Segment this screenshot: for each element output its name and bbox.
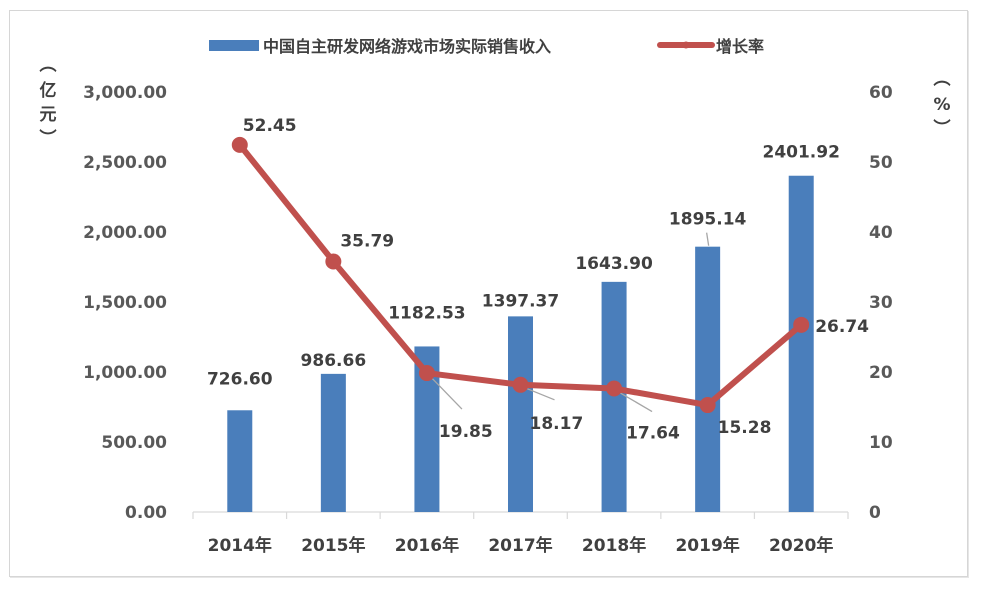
left-unit-char: 亿 bbox=[40, 80, 57, 101]
right-tick-label: 20 bbox=[869, 363, 893, 383]
growth-marker bbox=[325, 253, 342, 270]
growth-marker bbox=[512, 376, 529, 393]
bar bbox=[788, 175, 814, 512]
bar bbox=[601, 281, 627, 512]
legend-line-label: 增长率 bbox=[716, 37, 764, 56]
right-tick-label: 40 bbox=[869, 223, 893, 243]
legend-line-marker bbox=[682, 41, 690, 49]
right-unit-char: ︵ bbox=[934, 69, 951, 89]
right-axis-unit: ︵% ︶ bbox=[933, 69, 950, 139]
right-unit-char: ︶ bbox=[934, 118, 951, 139]
growth-marker bbox=[231, 136, 248, 153]
x-category-label: 2015年 bbox=[301, 535, 365, 556]
left-unit-char: 元 bbox=[40, 105, 57, 125]
right-tick-label: 0 bbox=[869, 503, 881, 523]
bar-value-label: 1397.37 bbox=[482, 291, 559, 311]
left-tick-label: 3,000.00 bbox=[83, 83, 167, 103]
right-unit-char: % bbox=[933, 95, 950, 115]
right-tick-label: 60 bbox=[869, 83, 893, 103]
growth-value-label: 35.79 bbox=[340, 231, 394, 251]
growth-value-label: 19.85 bbox=[439, 422, 493, 442]
left-tick-label: 2,000.00 bbox=[83, 223, 167, 243]
bar-value-label: 1643.90 bbox=[575, 254, 653, 274]
growth-value-label: 18.17 bbox=[530, 414, 584, 434]
bar bbox=[695, 246, 721, 512]
left-tick-label: 1,500.00 bbox=[83, 293, 167, 313]
left-unit-char: ︵ bbox=[40, 55, 57, 75]
legend-bar-label: 中国自主研发网络游戏市场实际销售收入 bbox=[263, 37, 551, 56]
line-series bbox=[231, 136, 810, 414]
legend: 中国自主研发网络游戏市场实际销售收入 增长率 bbox=[209, 37, 764, 56]
x-category-label: 2016年 bbox=[395, 535, 459, 556]
left-tick-label: 1,000.00 bbox=[83, 363, 167, 383]
bar-value-label: 986.66 bbox=[301, 351, 367, 371]
bar-value-label: 1182.53 bbox=[388, 303, 465, 323]
data-labels: 726.60 986.66 1182.53 1397.37 1643.90 1895.14… bbox=[207, 116, 869, 444]
growth-value-label: 26.74 bbox=[815, 317, 869, 337]
left-axis-ticks: 0.00 500.00 1,000.00 1,500.00 2,000.00 2,500.… bbox=[83, 83, 167, 523]
x-category-label: 2018年 bbox=[582, 535, 646, 556]
left-axis-unit: ︵ 亿元 ︶ bbox=[40, 55, 57, 149]
left-tick-label: 2,500.00 bbox=[83, 153, 167, 173]
growth-value-label: 15.28 bbox=[718, 418, 772, 438]
bar-value-label: 726.60 bbox=[207, 369, 273, 389]
x-category-label: 2014年 bbox=[208, 535, 272, 556]
left-tick-label: 0.00 bbox=[125, 503, 167, 523]
right-tick-label: 30 bbox=[869, 293, 893, 313]
growth-marker bbox=[606, 380, 623, 397]
growth-marker bbox=[793, 316, 810, 333]
label-leader-lines bbox=[428, 232, 710, 413]
bar-value-label: 2401.92 bbox=[762, 143, 839, 163]
bar bbox=[227, 410, 253, 512]
growth-value-label: 52.45 bbox=[243, 116, 297, 136]
legend-bar-swatch bbox=[209, 40, 259, 51]
right-tick-label: 50 bbox=[869, 153, 893, 173]
bar bbox=[320, 373, 346, 512]
x-category-label: 2019年 bbox=[675, 535, 739, 556]
bar bbox=[508, 316, 533, 512]
right-axis-ticks: 0 10 20 30 40 50 60 bbox=[869, 83, 893, 523]
x-category-label: 2017年 bbox=[488, 535, 552, 556]
growth-marker bbox=[418, 365, 435, 382]
growth-value-label: 17.64 bbox=[626, 424, 680, 444]
x-axis: 2014年 2015年 2016年 2017年 2018年 2019年 2020年 bbox=[192, 511, 849, 556]
bar-series bbox=[227, 175, 814, 512]
right-tick-label: 10 bbox=[869, 433, 893, 453]
growth-marker bbox=[699, 397, 716, 414]
x-category-label: 2020年 bbox=[769, 535, 833, 556]
left-unit-char: ︶ bbox=[40, 128, 57, 149]
bar-value-label: 1895.14 bbox=[669, 210, 747, 230]
left-tick-label: 500.00 bbox=[101, 433, 167, 453]
